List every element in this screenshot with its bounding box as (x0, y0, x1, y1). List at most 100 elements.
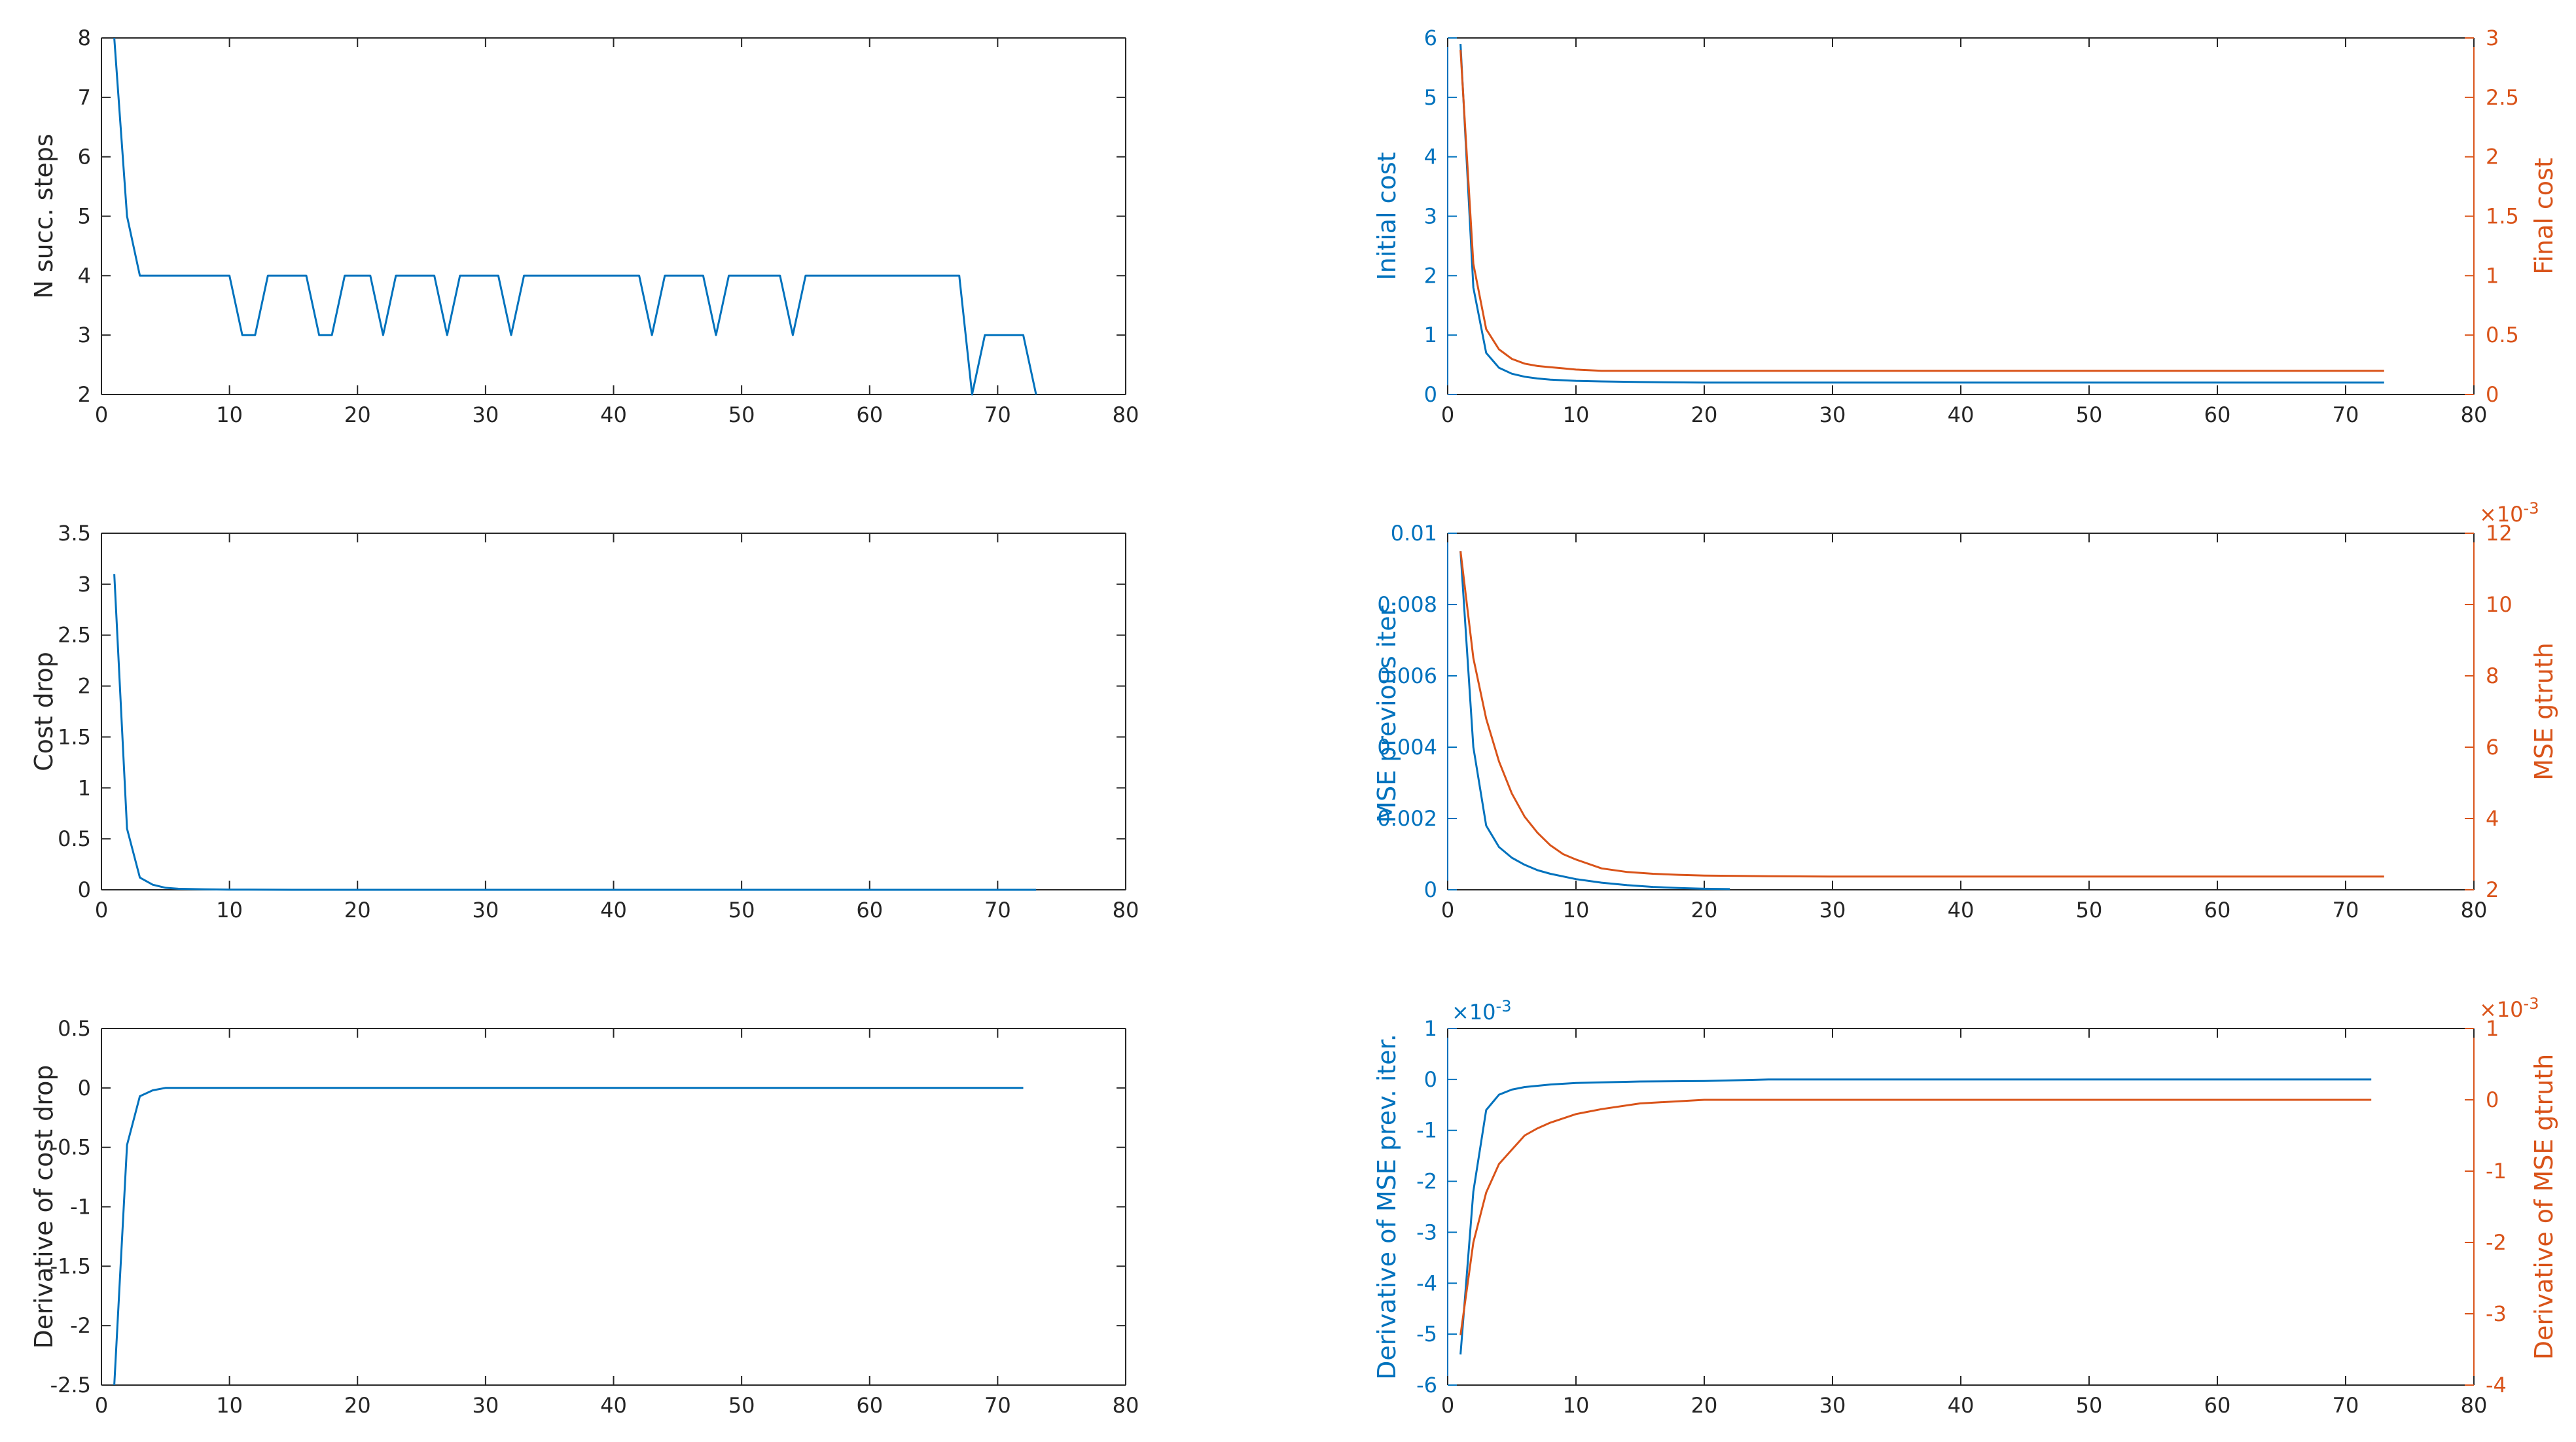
y-tick-label: 4 (78, 263, 91, 288)
y-tick-label: 3.5 (58, 521, 91, 546)
y2-tick-label: 10 (2486, 592, 2513, 617)
y-tick-label: 3 (1424, 204, 1437, 229)
x-tick-label: 30 (1819, 1393, 1846, 1418)
series-line-left-0 (113, 1087, 1024, 1386)
y-tick-label: -0.5 (50, 1135, 91, 1160)
x-tick-label: 20 (344, 898, 371, 923)
y-tick-label: -6 (1416, 1373, 1437, 1398)
y2-tick-label: 2.5 (2486, 85, 2519, 110)
x-tick-label: 10 (1563, 402, 1590, 427)
y-axis-label: Initial cost (1372, 152, 1401, 280)
y-tick-label: 0.01 (1391, 521, 1437, 546)
y-tick-label: 0 (78, 877, 91, 902)
y-tick-label: 0.008 (1377, 592, 1437, 617)
y-tick-label: 7 (78, 85, 91, 110)
x-tick-label: 0 (95, 402, 108, 427)
x-tick-label: 10 (216, 1393, 243, 1418)
x-tick-label: 70 (984, 402, 1011, 427)
plot-area (1448, 38, 2474, 395)
y-tick-label: 0 (1424, 1067, 1437, 1092)
x-tick-label: 80 (2461, 402, 2488, 427)
y2-tick-label: 1.5 (2486, 204, 2519, 229)
y-tick-label: 5 (78, 204, 91, 229)
y2-tick-label: 8 (2486, 663, 2499, 688)
x-tick-label: 0 (1441, 1393, 1454, 1418)
chart-panel-mse-previous-gtruth: 0 10 20 30 40 50 60 70 80 0 0.002 0.004 0.006 0.008 0.… (1372, 499, 2558, 923)
x-tick-label: 10 (1563, 1393, 1590, 1418)
y2-axis-label: Derivative of MSE gtruth (2530, 1054, 2558, 1360)
plot-area (101, 1029, 1126, 1385)
x-tick-label: 40 (600, 1393, 627, 1418)
y2-tick-label: 0 (2486, 1087, 2499, 1112)
exponent-base: ×10 (2479, 502, 2524, 527)
x-tick-label: 70 (984, 1393, 1011, 1418)
x-tick-label: 60 (2204, 1393, 2231, 1418)
y-tick-label: -1.5 (50, 1254, 91, 1278)
y-tick-label: 8 (78, 26, 91, 50)
y-tick-label: 0.5 (58, 826, 91, 851)
x-tick-label: 20 (1691, 1393, 1718, 1418)
x-tick-label: 30 (1819, 898, 1846, 923)
y-tick-label: 2 (78, 674, 91, 699)
x-tick-label: 40 (1948, 898, 1975, 923)
x-tick-label: 30 (473, 402, 499, 427)
x-tick-label: 0 (95, 1393, 108, 1418)
x-tick-label: 50 (728, 1393, 755, 1418)
y2-tick-label: 6 (2486, 735, 2499, 760)
y2-tick-label: 1 (2486, 263, 2499, 288)
plot-area (1448, 1029, 2474, 1385)
x-tick-label: 70 (2333, 1393, 2359, 1418)
x-tick-label: 50 (2076, 1393, 2103, 1418)
series-line-left-0 (1459, 44, 2384, 384)
y-tick-label: 0 (1424, 382, 1437, 407)
y-tick-label: 1 (78, 775, 91, 800)
y-tick-label: 2 (1424, 263, 1437, 288)
y2-tick-label: 0 (2486, 382, 2499, 407)
x-tick-label: 80 (1113, 402, 1139, 427)
y2-tick-label: 4 (2486, 806, 2499, 831)
x-tick-label: 70 (2333, 898, 2359, 923)
y-tick-label: 0.004 (1377, 735, 1437, 760)
series-line-right-1 (1459, 551, 2384, 878)
y-tick-label: 0.006 (1377, 663, 1437, 688)
x-tick-label: 10 (216, 898, 243, 923)
y-axis-label: MSE previous iter. (1372, 600, 1401, 823)
y2-axis-label: MSE gtruth (2530, 642, 2558, 781)
x-tick-label: 60 (856, 1393, 883, 1418)
y-tick-label: 1 (1424, 1016, 1437, 1041)
y-tick-label: 3 (78, 572, 91, 597)
y-tick-label: 2 (78, 382, 91, 407)
y-tick-label: -2 (1416, 1169, 1437, 1194)
x-tick-label: 80 (1113, 1393, 1139, 1418)
x-tick-label: 20 (1691, 402, 1718, 427)
x-tick-label: 60 (856, 898, 883, 923)
y-axis-exponent: ×10-3 (1452, 997, 1511, 1025)
y2-tick-label: 12 (2486, 521, 2513, 546)
x-tick-label: 40 (1948, 402, 1975, 427)
y2-axis-exponent: ×10-3 (2479, 994, 2539, 1022)
x-tick-label: 40 (600, 402, 627, 427)
y-tick-label: -4 (1416, 1271, 1437, 1295)
y-tick-label: 1 (1424, 323, 1437, 347)
x-tick-label: 50 (2076, 898, 2103, 923)
x-tick-label: 20 (344, 1393, 371, 1418)
plot-area (1448, 533, 2474, 890)
y-tick-label: -2.5 (50, 1373, 91, 1398)
x-tick-label: 70 (984, 898, 1011, 923)
plot-area (101, 533, 1126, 890)
y2-tick-label: 3 (2486, 26, 2499, 50)
y-tick-label: -2 (70, 1313, 91, 1338)
x-tick-label: 30 (473, 898, 499, 923)
y2-tick-label: -3 (2486, 1301, 2507, 1326)
y2-tick-label: 2 (2486, 877, 2499, 902)
series-line-right-1 (1459, 50, 2384, 372)
y-axis-label: Derivative of cost drop (29, 1065, 58, 1349)
x-tick-label: 80 (1113, 898, 1139, 923)
y-tick-label: -1 (70, 1195, 91, 1220)
x-tick-label: 20 (1691, 898, 1718, 923)
y-tick-label: -3 (1416, 1220, 1437, 1244)
series-line-left-0 (113, 574, 1037, 891)
x-tick-label: 70 (2333, 402, 2359, 427)
chart-panel-derivative-mse: 0 10 20 30 40 50 60 70 80-6-5-4-3-2-101Derivativ… (1372, 994, 2558, 1418)
x-tick-label: 80 (2461, 1393, 2488, 1418)
